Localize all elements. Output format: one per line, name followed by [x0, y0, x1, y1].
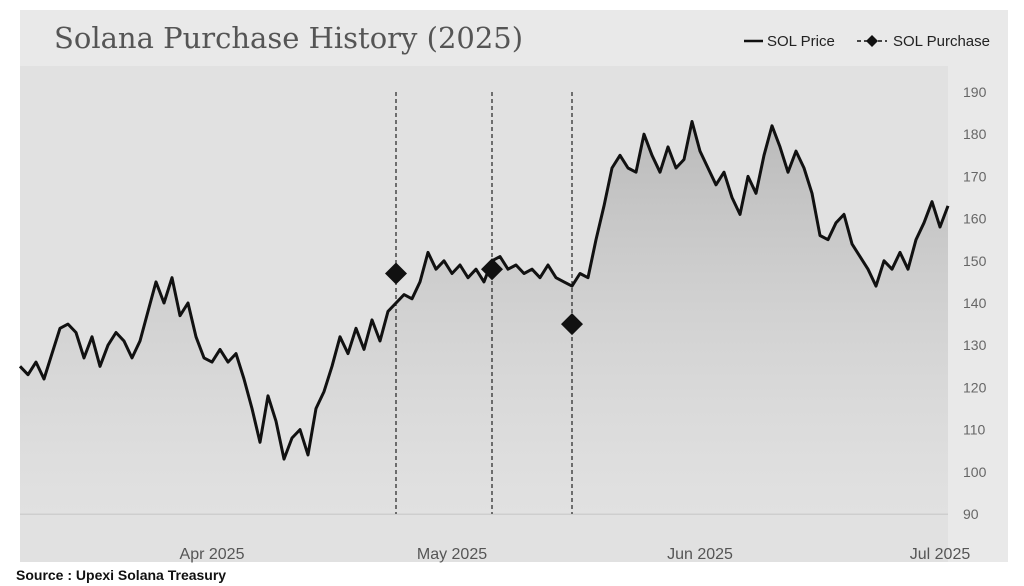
x-tick-label: Jul 2025: [910, 546, 971, 563]
chart: Solana Purchase History (2025) SOL Price…: [18, 10, 1008, 563]
y-tick-label: 140: [963, 295, 987, 311]
price-area: [20, 121, 948, 514]
legend: SOL Price SOL Purchase: [744, 33, 990, 50]
purchase-marker-1[interactable]: [385, 262, 407, 285]
x-tick-label: Jun 2025: [667, 546, 733, 563]
y-tick-label: 120: [963, 379, 987, 395]
source-note: Source : Upexi Solana Treasury: [16, 567, 227, 583]
y-tick-label: 110: [963, 422, 986, 438]
y-tick-label: 100: [963, 464, 987, 480]
sol-price-line: [18, 120, 950, 461]
legend-purchase-label: SOL Purchase: [893, 33, 990, 50]
y-axis-band: [948, 66, 1008, 562]
y-tick-label: 190: [963, 84, 987, 100]
y-tick-label: 150: [963, 253, 987, 269]
x-tick-label: May 2025: [417, 546, 487, 563]
y-tick-label: 90: [963, 506, 979, 522]
y-tick-label: 180: [963, 126, 987, 142]
y-tick-label: 130: [963, 337, 987, 353]
x-tick-label: Apr 2025: [180, 546, 245, 563]
y-tick-label: 170: [963, 168, 987, 184]
legend-price-label: SOL Price: [767, 33, 835, 50]
legend-purchase-swatch-diamond: [866, 35, 878, 47]
purchase-marker-3[interactable]: [561, 313, 583, 336]
purchase-marker-2[interactable]: [481, 258, 503, 281]
chart-title: Solana Purchase History (2025): [54, 21, 523, 55]
y-tick-label: 160: [963, 211, 987, 227]
